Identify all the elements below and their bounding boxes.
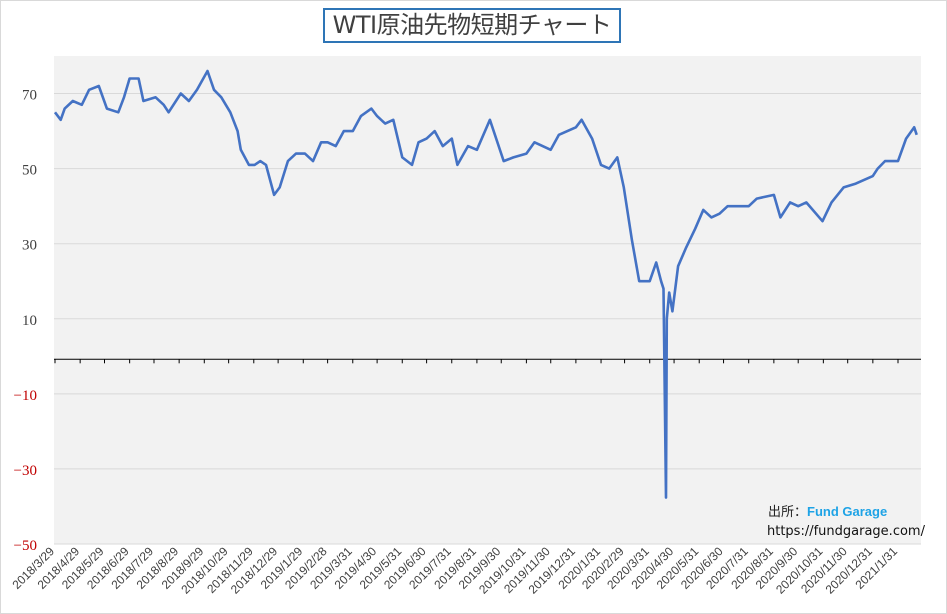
chart-title: WTI原油先物短期チャート	[323, 8, 621, 43]
source-prefix: 出所：	[768, 505, 808, 520]
y-tick-label: 10	[22, 313, 37, 329]
source-url: https://fundgarage.com/	[767, 524, 925, 539]
y-tick-label: −50	[14, 538, 37, 554]
source-label: 出所：Fund Garage	[768, 501, 887, 520]
y-tick-label: 70	[22, 88, 37, 104]
y-tick-label: −30	[14, 463, 37, 479]
y-tick-label: 30	[22, 238, 37, 254]
source-brand: Fund Garage	[807, 504, 888, 519]
y-tick-label: −10	[14, 388, 37, 404]
plot-area	[54, 56, 921, 544]
y-tick-label: 50	[22, 163, 37, 179]
